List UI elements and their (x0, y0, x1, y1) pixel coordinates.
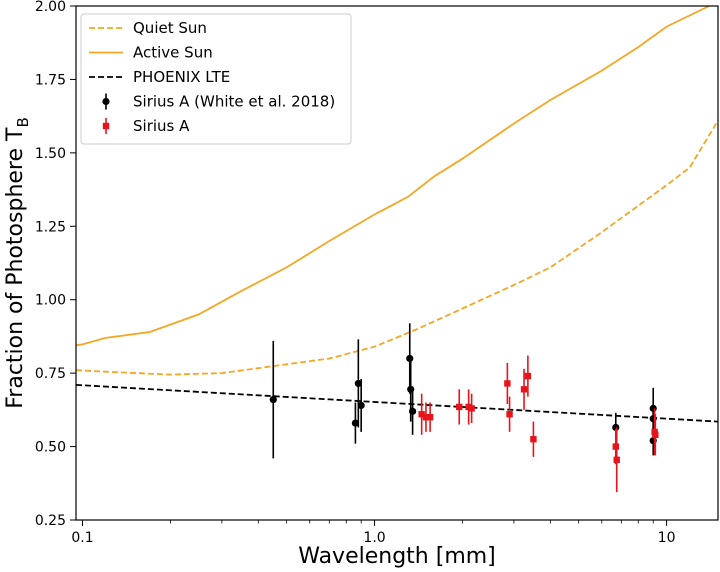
y-tick-label: 1.75 (35, 72, 66, 88)
point-marker (530, 436, 537, 443)
point-marker (269, 395, 277, 404)
y-tick-label: 1.00 (35, 293, 66, 309)
axes: 0.1 1.0 10 0.25 0.50 0.75 1.00 1.25 1.50 1.75 2.00 (35, 0, 676, 546)
legend: Quiet Sun Active Sun PHOENIX LTE Sirius A (… (80, 13, 352, 145)
point-marker (506, 411, 513, 418)
x-tick-label: 0.1 (71, 530, 93, 546)
point-marker (456, 403, 463, 411)
data-point (506, 396, 513, 432)
point-marker (652, 431, 659, 439)
legend-entry: PHOENIX LTE (89, 68, 230, 86)
y-tick-label: 1.25 (35, 219, 66, 235)
x-tick-label: 1.0 (363, 530, 385, 546)
legend-entry: Sirius A (White et al. 2018) (102, 93, 335, 111)
y-tick-label: 0.75 (35, 366, 66, 382)
legend-marker-swatch (102, 97, 110, 106)
data-point (422, 402, 430, 432)
y-tick-label: 2.00 (35, 0, 66, 15)
plot-content (76, 6, 718, 493)
data-point (520, 368, 528, 410)
legend-label: Sirius A (133, 117, 190, 135)
legend-marker-swatch (102, 122, 110, 130)
legend-entry: Active Sun (89, 44, 213, 62)
x-tick-label: 10 (658, 530, 676, 546)
line-phoenix-lte (76, 384, 718, 423)
point-marker (524, 372, 532, 380)
data-point (530, 421, 537, 457)
y-tick-label: 1.50 (35, 146, 66, 162)
point-marker (612, 443, 619, 450)
data-point (409, 387, 417, 435)
data-point (456, 389, 463, 425)
legend-entry: Sirius A (102, 117, 190, 135)
point-marker (468, 405, 475, 412)
data-point (269, 340, 277, 459)
point-marker (354, 379, 362, 388)
data-point (652, 414, 659, 456)
point-marker (422, 414, 430, 421)
y-axis-label: Fraction of Photosphere TB (3, 117, 32, 409)
legend-label: Sirius A (White et al. 2018) (133, 93, 335, 111)
y-tick-label: 0.25 (35, 513, 66, 529)
legend-label: Active Sun (133, 44, 213, 62)
point-marker (504, 380, 511, 387)
plot-frame (75, 5, 719, 521)
point-marker (418, 411, 425, 418)
y-tick-label: 0.50 (35, 440, 66, 456)
data-point (418, 393, 425, 435)
data-point (357, 379, 365, 432)
point-marker (351, 419, 360, 427)
line-active-sun (76, 6, 710, 347)
legend-box (80, 13, 352, 145)
legend-label: PHOENIX LTE (133, 68, 230, 86)
data-point (468, 393, 475, 424)
y-axis-label-subscript: B (14, 117, 32, 127)
data-point (351, 402, 360, 444)
data-point (524, 355, 532, 397)
point-marker (357, 401, 365, 410)
x-axis-label: Wavelength [mm] (298, 544, 496, 569)
legend-label: Quiet Sun (133, 19, 207, 37)
point-marker (406, 354, 414, 363)
point-marker (426, 414, 434, 421)
point-marker (613, 456, 620, 463)
point-marker (612, 423, 620, 432)
data-point (613, 427, 620, 493)
line-quiet-sun (76, 120, 718, 376)
point-marker (520, 386, 528, 393)
data-point (426, 402, 434, 432)
data-point (504, 362, 511, 404)
y-axis-label-main: Fraction of Photosphere T (3, 127, 28, 409)
point-marker (409, 407, 417, 415)
data-point (406, 323, 414, 394)
legend-entry: Quiet Sun (89, 19, 207, 37)
data-point (354, 339, 362, 428)
